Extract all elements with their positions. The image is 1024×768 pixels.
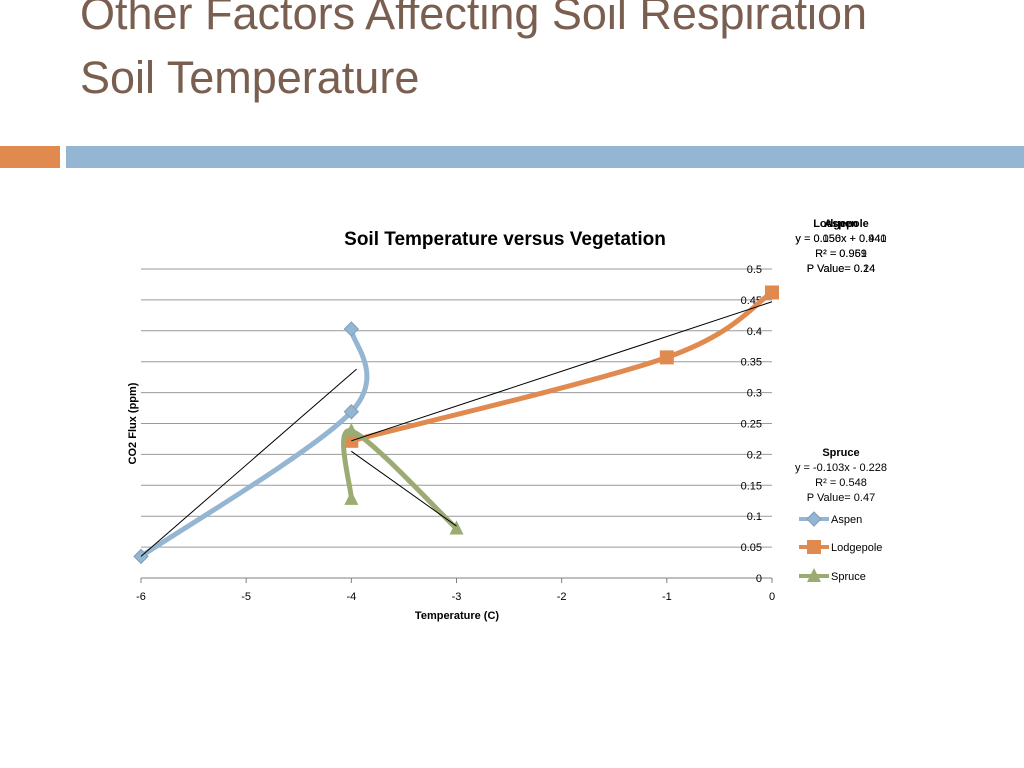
x-tick-label: -2 [557,591,567,603]
y-tick-label: 0.3 [747,388,762,400]
spruce-r-squared: R² = 0.548 [815,477,867,489]
y-tick-label: 0.05 [741,542,762,554]
accent-bar-orange [0,146,60,168]
x-tick-label: -5 [241,591,251,603]
spruce-equation-heading: Spruce [822,447,859,459]
lodgepole-equation-heading: Lodgepole [813,218,869,230]
spruce-data-point [449,520,464,535]
legend-aspen-label: Aspen [831,514,862,526]
aspen-r-squared: R² = 0.959 [815,248,867,260]
spruce-equation: y = -0.103x - 0.228 [795,462,887,474]
slide-title-line-2: Soil Temperature [80,52,420,103]
x-tick-label: -4 [346,591,356,603]
legend-lodgepole-label: Lodgepole [831,542,882,554]
aspen-equation-heading: Aspen [824,218,858,230]
spruce-data-point [344,422,359,437]
aspen-data-point [343,321,360,337]
aspen-data-point [343,404,360,420]
aspen-trendline [140,368,357,557]
y-tick-label: 0.5 [747,264,762,276]
spruce-trendline [351,450,457,527]
legend-lodgepole-marker [807,540,821,554]
y-tick-label: 0.1 [747,511,762,523]
lodgepole-r-squared: R² = 0.961 [815,248,867,260]
spruce-p-value: P Value= 0.47 [807,492,875,504]
x-tick-label: -1 [662,591,672,603]
y-tick-label: 0.2 [747,449,762,461]
y-tick-label: 0.35 [741,357,762,369]
y-tick-label: 0.4 [747,326,762,338]
y-tick-label: 0.15 [741,480,762,492]
lodgepole-trendline [351,301,773,442]
slide-title: Other Factors Affecting Soil Respiration… [80,0,1020,110]
aspen-equation: y = 0.150x + 0.940 [795,233,886,245]
lodgepole-data-point [765,285,779,300]
legend-spruce-label: Spruce [831,571,866,583]
aspen-p-value: P Value= 0.14 [807,263,875,275]
x-tick-label: 0 [769,591,775,603]
slide-title-line-1: Other Factors Affecting Soil Respiration [80,0,868,39]
legend-aspen-marker [806,511,822,527]
spruce-data-point [344,490,359,505]
x-tick-label: -3 [452,591,462,603]
aspen-series-line [138,326,370,559]
chart-title: Soil Temperature versus Vegetation [344,229,666,250]
x-axis-label: Temperature (C) [415,610,499,622]
accent-bar-blue [66,146,1024,168]
y-tick-label: 0 [756,573,762,585]
lodgepole-series-line [348,289,775,444]
legend-spruce-marker [807,568,821,582]
lodgepole-equation: y = 0.056x + 0.441 [795,233,886,245]
x-tick-label: -6 [136,591,146,603]
y-axis-label: CO2 Flux (ppm) [127,382,139,464]
y-tick-label: 0.25 [741,419,762,431]
lodgepole-p-value: P Value= 0.24 [807,263,875,275]
lodgepole-data-point [659,350,674,365]
